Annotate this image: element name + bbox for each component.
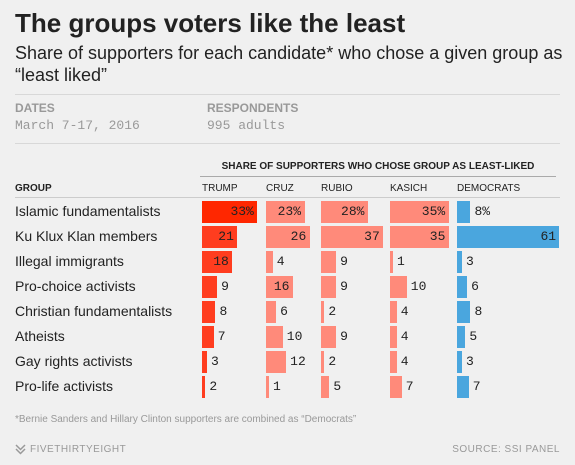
bar-kasich: [390, 326, 397, 348]
source-note: SOURCE: SSI PANEL: [452, 444, 560, 455]
bar-kasich: [390, 376, 402, 398]
bar-kasich: [390, 276, 407, 298]
row-label: Gay rights activists: [15, 353, 132, 369]
bar-trump: [202, 326, 214, 348]
row-label: Christian fundamentalists: [15, 303, 172, 319]
value-label: 4: [277, 251, 285, 273]
bar-cruz: [266, 326, 283, 348]
row-label: Islamic fundamentalists: [15, 203, 161, 219]
value-label: 8: [474, 301, 482, 323]
row-label: Pro-choice activists: [15, 278, 136, 294]
column-header-trump: TRUMP: [202, 183, 238, 194]
value-label: 3: [466, 351, 474, 373]
bar-cruz: [266, 301, 276, 323]
value-label: 9: [221, 276, 229, 298]
value-label: 6: [280, 301, 288, 323]
bar-kasich: [390, 301, 397, 323]
value-label: 35: [430, 226, 446, 248]
bar-trump: [202, 276, 217, 298]
row-label: Ku Klux Klan members: [15, 228, 157, 244]
chart-title: The groups voters like the least: [15, 8, 405, 39]
top-rule: [15, 94, 560, 95]
value-label: 6: [471, 276, 479, 298]
value-label: 1: [273, 376, 281, 398]
header-rule: [15, 197, 560, 198]
meta-rule: [15, 143, 560, 144]
bar-cruz: [266, 376, 269, 398]
value-label: 33%: [230, 201, 253, 223]
footnote: *Bernie Sanders and Hillary Clinton supp…: [15, 414, 356, 425]
fivethirtyeight-icon: [15, 444, 26, 455]
respondents-label: RESPONDENTS: [207, 101, 298, 115]
value-label: 28%: [341, 201, 364, 223]
value-label: 2: [209, 376, 217, 398]
value-label: 61: [540, 226, 556, 248]
value-label: 1: [397, 251, 405, 273]
bar-rubio: [321, 376, 329, 398]
bar-democrats: [457, 351, 462, 373]
column-header-kasich: KASICH: [390, 183, 427, 194]
bar-democrats: [457, 301, 470, 323]
bar-democrats: [457, 251, 462, 273]
value-label: 37: [364, 226, 380, 248]
value-label: 10: [287, 326, 303, 348]
brand-logo: FIVETHIRTYEIGHT: [15, 444, 126, 455]
column-header-cruz: CRUZ: [266, 183, 294, 194]
bar-trump: [202, 351, 207, 373]
value-label: 16: [274, 276, 290, 298]
bar-democrats: [457, 376, 469, 398]
value-label: 4: [401, 326, 409, 348]
bar-rubio: [321, 326, 336, 348]
value-label: 9: [340, 276, 348, 298]
row-label: Atheists: [15, 328, 65, 344]
dates-value: March 7-17, 2016: [15, 118, 140, 133]
bar-rubio: [321, 301, 324, 323]
value-label: 18: [213, 251, 229, 273]
table-title-underline: [200, 176, 556, 177]
bar-kasich: [390, 351, 397, 373]
value-label: 3: [211, 351, 219, 373]
bar-rubio: [321, 351, 324, 373]
brand-name: FIVETHIRTYEIGHT: [30, 444, 126, 455]
table-title: SHARE OF SUPPORTERS WHO CHOSE GROUP AS L…: [200, 161, 556, 172]
value-label: 12: [290, 351, 306, 373]
bar-cruz: [266, 251, 273, 273]
value-label: 8: [219, 301, 227, 323]
bar-democrats: [457, 326, 465, 348]
row-label: Illegal immigrants: [15, 253, 124, 269]
bar-trump: [202, 301, 215, 323]
value-label: 2: [328, 351, 336, 373]
dates-label: DATES: [15, 101, 55, 115]
value-label: 26: [291, 226, 307, 248]
bar-kasich: [390, 251, 393, 273]
respondents-value: 995 adults: [207, 118, 285, 133]
bar-cruz: [266, 351, 286, 373]
value-label: 9: [340, 251, 348, 273]
value-label: 5: [333, 376, 341, 398]
value-label: 7: [218, 326, 226, 348]
row-label: Pro-life activists: [15, 378, 113, 394]
value-label: 23%: [278, 201, 301, 223]
value-label: 10: [411, 276, 427, 298]
value-label: 4: [401, 351, 409, 373]
chart-subtitle: Share of supporters for each candidate* …: [15, 42, 565, 86]
bar-trump: [202, 376, 205, 398]
bar-rubio: [321, 276, 336, 298]
value-label: 9: [340, 326, 348, 348]
bar-rubio: [321, 251, 336, 273]
value-label: 35%: [422, 201, 445, 223]
column-header-rubio: RUBIO: [321, 183, 353, 194]
value-label: 7: [473, 376, 481, 398]
value-label: 3: [466, 251, 474, 273]
value-label: 21: [218, 226, 234, 248]
value-label: 5: [469, 326, 477, 348]
value-label: 4: [401, 301, 409, 323]
column-header-democrats: DEMOCRATS: [457, 183, 520, 194]
bar-democrats: [457, 201, 470, 223]
value-label: 2: [328, 301, 336, 323]
value-label: 8%: [474, 201, 490, 223]
group-header: GROUP: [15, 183, 52, 194]
bar-democrats: [457, 276, 467, 298]
value-label: 7: [406, 376, 414, 398]
